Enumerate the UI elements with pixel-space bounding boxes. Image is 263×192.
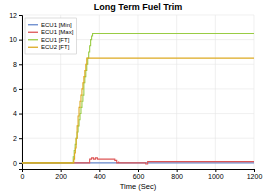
grid-line <box>99 15 100 169</box>
tick: 600 <box>133 169 145 180</box>
grid-line <box>215 15 216 169</box>
tick: 0 <box>21 169 25 180</box>
tick-label: 0 <box>13 160 17 167</box>
legend-swatch <box>28 47 38 48</box>
tick: 1000 <box>208 169 224 180</box>
tick-mark <box>19 40 22 41</box>
legend-box <box>25 18 76 54</box>
tick: 200 <box>55 169 67 180</box>
tick-label: 1000 <box>208 173 224 180</box>
tick-mark <box>138 169 139 172</box>
tick-label: 200 <box>55 173 67 180</box>
legend-label: ECU1 [Max] <box>41 29 74 35</box>
tick-mark <box>215 169 216 172</box>
tick-mark <box>61 169 62 172</box>
grid-line <box>22 64 254 65</box>
series-line <box>22 58 254 163</box>
x-axis: 0 200 400 600 800 1000 1200 <box>21 169 263 180</box>
chart: 0 200 400 600 800 1000 1200 0 2 4 6 8 10 12 ECU1 [Min]… <box>0 0 263 192</box>
title: Long Term Fuel Trim <box>94 2 182 12</box>
x-axis-label: Time (Sec) <box>120 182 157 191</box>
tick-mark <box>99 169 100 172</box>
grid-line <box>138 15 139 169</box>
tick: 1200 <box>247 169 263 180</box>
tick-mark <box>19 64 22 65</box>
tick: 800 <box>171 169 183 180</box>
tick: 8 <box>13 61 22 68</box>
tick-mark <box>177 169 178 172</box>
legend-label: ECU1 [Min] <box>41 22 72 28</box>
legend-label: ECU2 [FT] <box>41 44 70 50</box>
grid-line <box>22 15 254 16</box>
grid-line <box>22 138 254 139</box>
tick-label: 2 <box>13 135 17 142</box>
grid-line <box>22 113 254 114</box>
tick-mark <box>19 114 22 115</box>
tick-label: 4 <box>13 110 17 117</box>
legend-label: ECU1 [FT] <box>41 37 70 43</box>
tick-label: 1200 <box>247 173 263 180</box>
y-axis: 0 2 4 6 8 10 12 <box>9 12 22 170</box>
axis-line <box>19 16 23 170</box>
tick-label: 10 <box>9 36 17 43</box>
tick: 4 <box>13 110 22 117</box>
grid-line <box>254 15 255 169</box>
axis-line <box>23 170 255 173</box>
legend-swatch <box>28 39 38 40</box>
tick: 2 <box>13 135 22 142</box>
tick-label: 8 <box>13 61 17 68</box>
tick-mark <box>19 15 22 16</box>
tick-label: 12 <box>9 12 17 19</box>
legend: ECU1 [Min]ECU1 [Max] ECU1 [FT]ECU2 [FT] <box>25 18 76 54</box>
tick-mark <box>19 138 22 139</box>
tick-label: 6 <box>13 86 17 93</box>
tick: 12 <box>9 12 22 19</box>
tick-mark <box>19 163 22 164</box>
tick: 0 <box>13 160 22 167</box>
tick: 10 <box>9 36 22 43</box>
tick-label: 0 <box>21 173 25 180</box>
grid <box>22 15 254 169</box>
legend-swatch <box>28 24 38 25</box>
tick-label: 800 <box>171 173 183 180</box>
grid-line <box>176 15 177 169</box>
tick: 6 <box>13 86 22 93</box>
grid-line <box>22 88 254 89</box>
tick: 400 <box>94 169 106 180</box>
tick-label: 600 <box>133 173 145 180</box>
plot: 0 200 400 600 800 1000 1200 0 2 4 6 8 10 12 ECU1 [Min]… <box>9 12 262 180</box>
tick-label: 400 <box>94 173 106 180</box>
legend-swatch <box>28 32 38 33</box>
tick-mark <box>19 89 22 90</box>
tick-mark <box>254 169 255 172</box>
